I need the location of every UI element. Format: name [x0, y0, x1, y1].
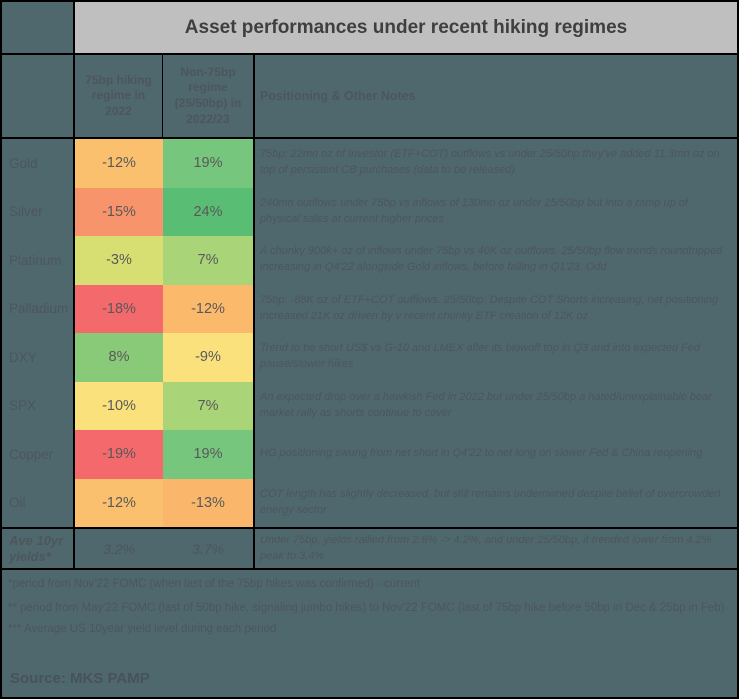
row-note: HG positioning swung from net short in Q…: [253, 430, 737, 479]
row-label: SPX: [2, 381, 75, 430]
footer: *period from Nov'22 FOMC (when last of t…: [2, 570, 737, 694]
title-row: Asset performances under recent hiking r…: [2, 2, 737, 55]
value-cell-75bp: -12%: [75, 478, 163, 527]
row-label: Oil: [2, 478, 75, 527]
column-header-non-75bp-regime: Non-75bp regime (25/50bp) in 2022/23: [174, 64, 242, 126]
value-cell-non75bp: 7%: [163, 381, 253, 430]
table-row-silver: Silver -15% 24% 240mn outflows under 75b…: [2, 187, 737, 236]
row-note: Under 75bp, yields rallied from 2.6% -> …: [253, 529, 737, 568]
table-row-dxy: DXY 8% -9% Trend to be short US$ vs G-10…: [2, 333, 737, 382]
source-label: Source: MKS PAMP: [10, 669, 150, 687]
column-header-75bp-regime: 75bp hiking regime in 2022: [75, 55, 163, 137]
corner-spacer: [2, 2, 75, 53]
row-note: 75bp: -88K oz of ETF+COT outflows. 25/50…: [253, 284, 737, 333]
column-header-row: 75bp hiking regime in 2022 Non-75bp regi…: [2, 55, 737, 139]
row-label: Ave 10yr yields*: [2, 529, 75, 568]
value-cell-75bp: -3%: [75, 236, 163, 285]
value-cell-75bp: -15%: [75, 187, 163, 236]
value-cell-non75bp: -9%: [163, 333, 253, 382]
table-row-gold: Gold -12% 19% 75bp: 22mn oz of Investor …: [2, 139, 737, 188]
value-cell-non75bp: 24%: [163, 187, 253, 236]
value-cell-non75bp: 19%: [163, 430, 253, 479]
table-row-spx: SPX -10% 7% An expected drop over a hawk…: [2, 381, 737, 430]
value-cell-75bp: -12%: [75, 139, 163, 188]
value-cell-75bp: 8%: [75, 333, 163, 382]
column-header-notes: Positioning & Other Notes: [253, 55, 737, 137]
value-cell-non75bp: 3.7%: [192, 540, 224, 557]
row-note: 240mn outflows under 75bp vs inflows of …: [253, 187, 737, 236]
row-note: 75bp: 22mn oz of Investor (ETF+COT) outf…: [253, 139, 737, 188]
value-cell-non75bp: 19%: [163, 139, 253, 188]
footnote-2: ** period from May'22 FOMC (last of 50bp…: [8, 601, 725, 614]
footnote-1: *period from Nov'22 FOMC (when last of t…: [8, 578, 420, 590]
value-cell-75bp: 3.2%: [103, 540, 135, 557]
table-row-platinum: Platinum -3% 7% A chunky 900k+ oz of inf…: [2, 236, 737, 285]
footnote-3: *** Average US 10year yield level during…: [8, 622, 277, 635]
table-row-oil: Oil -12% -13% COT length has slightly de…: [2, 478, 737, 527]
table-row-palladium: Palladium -18% -12% 75bp: -88K oz of ETF…: [2, 284, 737, 333]
value-cell-non75bp: 7%: [163, 236, 253, 285]
row-label: Silver: [2, 187, 75, 236]
value-cell-75bp: -10%: [75, 381, 163, 430]
row-label: Copper: [2, 430, 75, 479]
page-title: Asset performances under recent hiking r…: [75, 2, 737, 53]
row-label: Platinum: [2, 236, 75, 285]
value-cell-non75bp: -12%: [163, 284, 253, 333]
table-row-ave-10yr-yields: Ave 10yr yields* 3.2% 3.7% Under 75bp, y…: [2, 527, 737, 570]
row-label-header-spacer: [2, 55, 75, 137]
table-row-copper: Copper -19% 19% HG positioning swung fro…: [2, 430, 737, 479]
value-cell-non75bp: -13%: [163, 478, 253, 527]
row-label: DXY: [2, 333, 75, 382]
value-cell-75bp: -18%: [75, 284, 163, 333]
row-note: An expected drop over a hawkish Fed in 2…: [253, 381, 737, 430]
row-note: COT length has slightly decreased, but s…: [253, 478, 737, 527]
row-note: A chunky 900k+ oz of inflows under 75bp …: [253, 236, 737, 285]
row-label: Gold: [2, 139, 75, 188]
value-cell-75bp: -19%: [75, 430, 163, 479]
row-note: Trend to be short US$ vs G-10 and LMEX a…: [253, 333, 737, 382]
row-label: Palladium: [2, 284, 75, 333]
